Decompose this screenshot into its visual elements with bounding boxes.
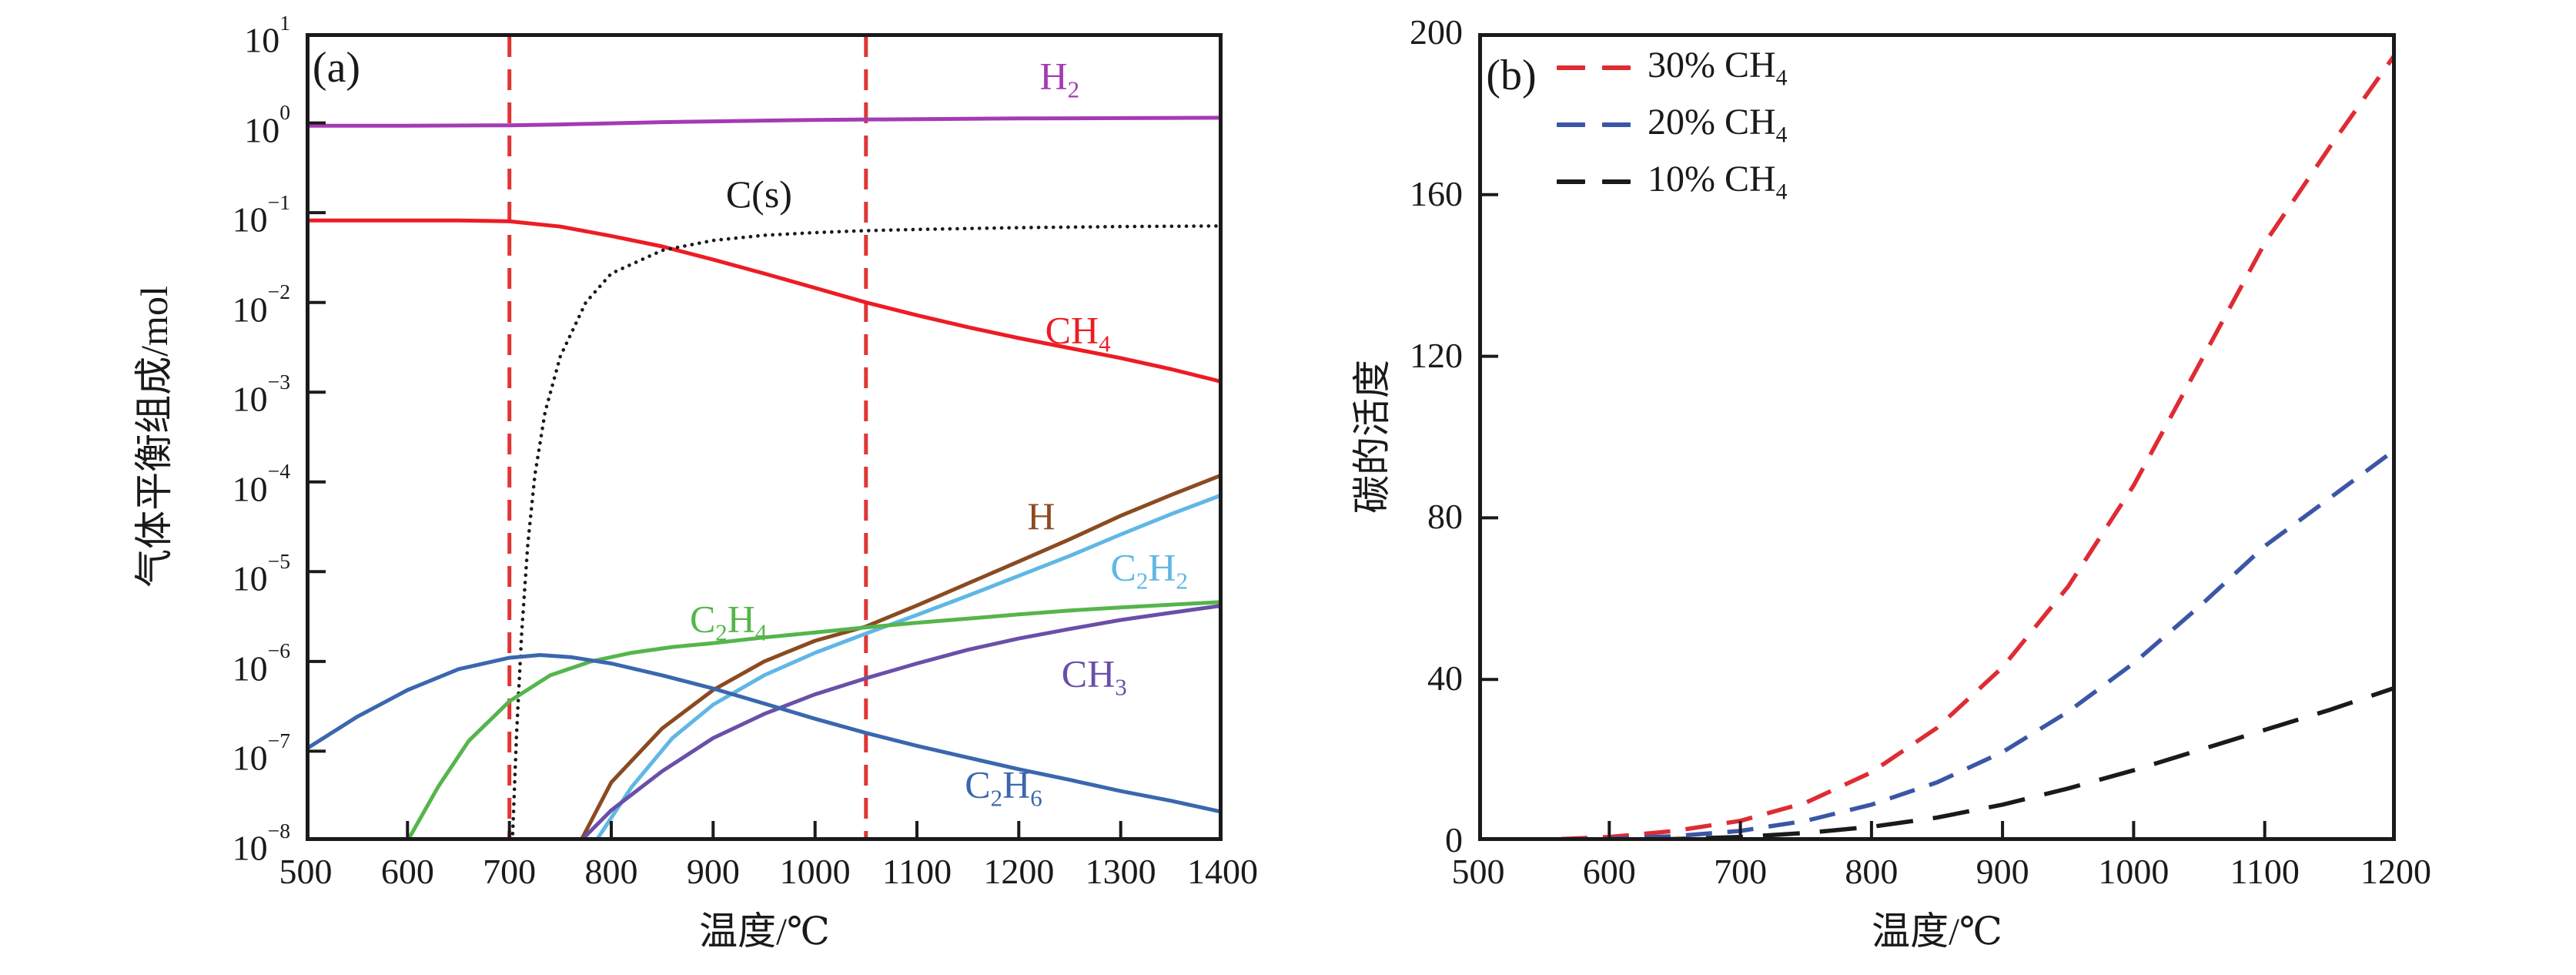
panel-label-b: (b) [1486,52,1537,99]
curve-label-H: H [1027,494,1055,538]
y-tick-label-a-1e-4: 10−4 [232,459,290,509]
y-axis-title-a: 气体平衡组成/mol [132,286,176,588]
dash-icon [1557,179,1585,184]
y-tick-label-a-1e0: 100 [244,100,290,149]
x-tick-label-a-600: 600 [380,852,434,891]
curve-label-C2H6: C2H6 [965,762,1042,812]
legend-label: 20% CH4 [1648,102,1788,148]
y-tick-label-b-40: 40 [1427,658,1463,699]
series-line-30pct-CH4 [1478,52,2396,841]
series-line-10pct-CH4 [1478,685,2396,841]
x-tick-label-b-500: 500 [1451,852,1505,891]
legend-item-30CH4: 30% CH4 [1557,45,1788,91]
x-tick-label-a-1200: 1200 [983,852,1055,891]
plot-frame-a [306,33,1223,841]
y-tick-label-a-1e-5: 10−5 [232,548,290,598]
y-axis-title-b: 碳的活度 [1350,360,1393,514]
y-tick-label-b-160: 160 [1410,173,1463,213]
x-tick-label-a-500: 500 [279,852,333,891]
y-tick-label-a-1e-7: 10−7 [232,729,290,778]
curve-label-CH3: CH3 [1061,652,1127,701]
x-tick-label-b-700: 700 [1714,852,1768,891]
x-tick-label-a-900: 900 [686,852,740,891]
x-tick-label-b-1200: 1200 [2360,852,2431,891]
x-tick-label-a-1000: 1000 [779,852,851,891]
y-tick-label-a-1e-3: 10−3 [232,369,290,419]
x-tick-label-b-900: 900 [1975,852,2029,891]
legend-label: 30% CH4 [1648,45,1788,91]
legend-item-10CH4: 10% CH4 [1557,159,1788,205]
y-tick-label-a-1e1: 101 [244,10,290,60]
y-tick-label-a-1e-2: 10−2 [232,280,290,329]
plot-area-b [1478,33,2396,841]
curve-label-Cs: C(s) [725,173,792,216]
legend-item-20CH4: 20% CH4 [1557,102,1788,148]
curve-label-C2H4: C2H4 [689,597,768,646]
curve-label-H2: H2 [1039,54,1080,103]
y-tick-label-b-200: 200 [1410,12,1463,52]
curve-label-CH4: CH4 [1045,308,1111,357]
dash-icon [1602,179,1631,184]
legend-label: 10% CH4 [1648,159,1788,205]
legend-dash-sample [1557,179,1648,184]
y-tick-label-a-1e-1: 10−1 [232,189,290,240]
y-tick-label-b-120: 120 [1410,335,1463,375]
legend-dash-sample [1557,65,1648,70]
x-tick-label-a-1300: 1300 [1085,852,1156,891]
series-line-C2H4 [405,600,1223,841]
plot-frame-b [1478,33,2396,841]
x-tick-label-b-600: 600 [1582,852,1636,891]
series-line-20pct-CH4 [1478,447,2396,841]
x-tick-label-a-700: 700 [483,852,537,891]
dash-icon [1602,65,1631,70]
series-line-CH4 [306,218,1223,384]
x-tick-label-a-1100: 1100 [882,852,952,891]
x-tick-label-b-1000: 1000 [2098,852,2170,891]
dash-icon [1557,65,1585,70]
series-line-C2H6 [306,653,1223,814]
series-line-Cs [510,224,1223,841]
x-tick-label-a-1400: 1400 [1187,852,1258,891]
plot-area-a [306,33,1223,841]
legend-dash-sample [1557,122,1648,127]
x-tick-label-b-800: 800 [1845,852,1899,891]
series-line-CH3 [578,603,1223,841]
x-axis-title-a: 温度/℃ [699,910,830,953]
y-tick-label-b-0: 0 [1445,820,1463,859]
series-line-H [578,473,1223,841]
x-tick-label-b-1100: 1100 [2230,852,2300,891]
x-tick-label-a-800: 800 [584,852,638,891]
y-tick-label-b-80: 80 [1427,497,1463,537]
x-axis-title-b: 温度/℃ [1872,910,2002,953]
curve-label-C2H2: C2H2 [1110,545,1188,595]
y-tick-label-a-1e-6: 10−6 [232,638,290,689]
dash-icon [1602,122,1631,127]
dash-icon [1557,122,1585,127]
y-tick-label-a-1e-8: 10−8 [232,818,290,868]
panel-label-a: (a) [312,44,361,92]
series-line-H2 [306,116,1223,128]
